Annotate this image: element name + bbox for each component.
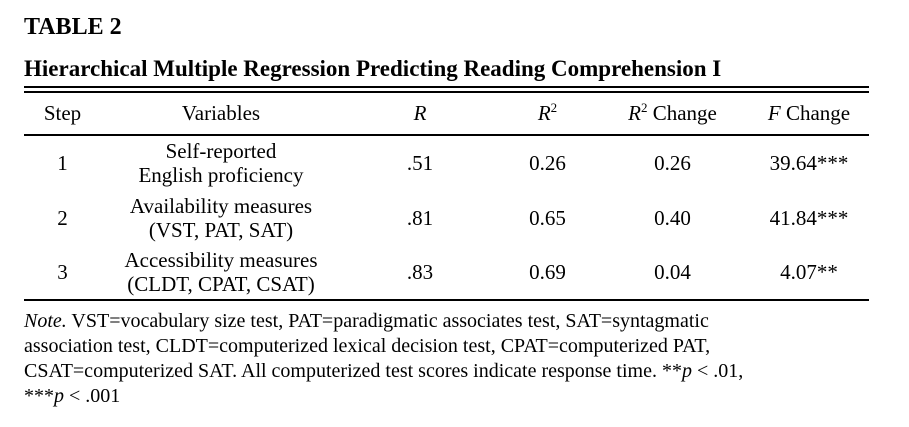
r2-cell: 0.26: [529, 151, 566, 175]
table-note: Note. VST=vocabulary size test, PAT=para…: [24, 309, 869, 409]
variable-line-2: English proficiency: [138, 163, 304, 187]
column-header-step: Step: [24, 93, 101, 136]
r-cell: .51: [406, 151, 434, 175]
column-header-r2: R2: [499, 93, 596, 136]
f-change-cell: 4.07**: [780, 260, 838, 284]
note-text: CSAT=computerized SAT. All computerized …: [24, 360, 662, 382]
column-header-r: R: [341, 93, 499, 136]
p-symbol: p: [54, 385, 64, 407]
r-cell: .81: [406, 205, 434, 230]
table-number-title: TABLE 2: [24, 14, 122, 40]
double-rule: [24, 91, 869, 93]
f-change-cell: 39.64***: [769, 151, 849, 175]
variable-line-1: Availability measures: [129, 193, 313, 218]
variables-cell: Availability measures (VST, PAT, SAT): [101, 190, 341, 245]
note-line: association test, CLDT=computerized lexi…: [24, 334, 869, 359]
r2-cell: 0.65: [529, 205, 566, 230]
variables-cell: Accessibility measures (CLDT, CPAT, CSAT…: [101, 245, 341, 300]
column-header-variables: Variables: [101, 93, 341, 136]
note-label: Note.: [24, 310, 67, 332]
step-cell: 3: [57, 260, 68, 284]
r2-cell: 0.69: [529, 260, 566, 284]
note-line: ***p < .001: [24, 384, 869, 409]
r2-change-cell: 0.26: [654, 151, 691, 175]
table-header-row: Step Variables R R2 R2 Change F Change: [24, 93, 869, 136]
column-header-r2-change: R2 Change: [596, 93, 749, 136]
significance-threshold: < .001: [64, 385, 121, 407]
step-cell: 2: [57, 205, 68, 230]
note-text: association test, CLDT=computerized lexi…: [24, 335, 711, 357]
f-change-cell: 41.84***: [769, 205, 849, 230]
table-row: 2 Availability measures (VST, PAT, SAT) …: [24, 190, 869, 245]
column-header-f-change: F Change: [749, 93, 869, 136]
variable-line-1: Accessibility measures: [124, 248, 318, 272]
note-text: VST=vocabulary size test, PAT=paradigmat…: [66, 310, 709, 332]
note-line: Note. VST=vocabulary size test, PAT=para…: [24, 309, 869, 334]
table-caption: Hierarchical Multiple Regression Predict…: [24, 54, 869, 88]
table-row: 3 Accessibility measures (CLDT, CPAT, CS…: [24, 245, 869, 300]
variable-line-2: (CLDT, CPAT, CSAT): [127, 272, 315, 296]
regression-table: Step Variables R R2 R2 Change F Change 1…: [24, 93, 869, 301]
r2-change-cell: 0.40: [654, 205, 691, 230]
p-symbol: p: [681, 360, 692, 382]
variables-cell: Self-reported English proficiency: [101, 135, 341, 190]
step-cell: 1: [57, 151, 68, 175]
r-cell: .83: [406, 260, 434, 284]
variable-line-2: (VST, PAT, SAT): [148, 217, 294, 242]
note-line: CSAT=computerized SAT. All computerized …: [24, 359, 869, 384]
table-block: TABLE 2 Hierarchical Multiple Regression…: [24, 12, 869, 409]
significance-stars: ***: [24, 385, 54, 407]
table-row: 1 Self-reported English proficiency .51 …: [24, 135, 869, 190]
significance-stars: **: [661, 360, 682, 382]
r2-change-cell: 0.04: [654, 260, 691, 284]
variable-line-1: Self-reported: [165, 139, 277, 163]
significance-threshold: < .01,: [691, 360, 744, 382]
